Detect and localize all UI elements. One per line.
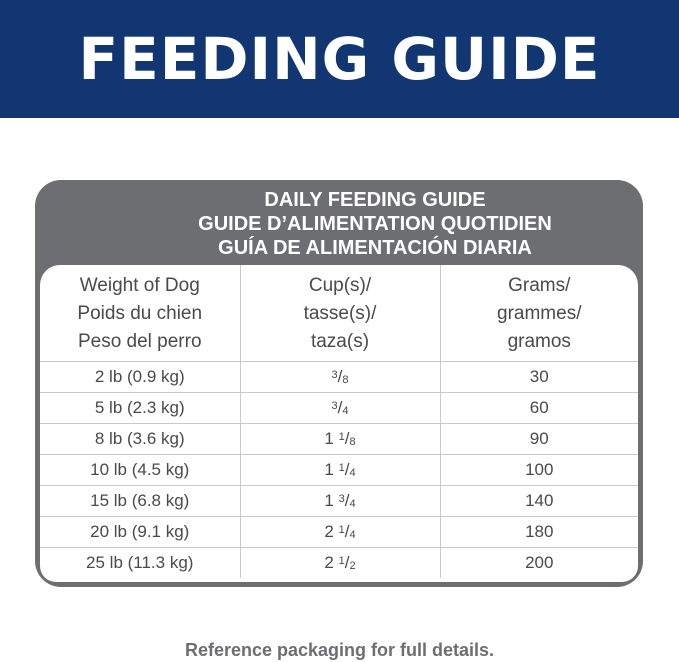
title-fr: GUIDE D’ALIMENTATION QUOTIDIEN (198, 213, 552, 235)
cups-cell: 2 1/2 (239, 546, 440, 578)
table-row: 25 lb (11.3 kg) 2 1/2 200 (40, 546, 638, 578)
cups-numerator: 3 (338, 492, 345, 505)
cups-whole: 1 (324, 428, 334, 448)
table-row: 20 lb (9.1 kg) 2 1/4 180 (40, 515, 638, 547)
page-title: FEEDING GUIDE (78, 25, 601, 93)
header-line: Poids du chien (77, 302, 203, 324)
header-line: Cup(s)/ (308, 274, 372, 296)
cups-cell: 1 1/4 (239, 453, 440, 485)
weight-cell: 20 lb (9.1 kg) (40, 515, 240, 547)
feeding-table: Weight of Dog Poids du chien Peso del perr… (40, 265, 638, 578)
weight-cell: 10 lb (4.5 kg) (40, 453, 240, 485)
cups-denominator: 4 (349, 528, 356, 541)
cups-numerator: 3 (331, 368, 338, 381)
table-container: Weight of Dog Poids du chien Peso del perr… (40, 265, 638, 582)
header-line: taza(s) (310, 330, 370, 352)
grams-cell: 90 (439, 422, 638, 454)
cups-whole: 2 (324, 552, 334, 572)
header-line: Grams/ (508, 274, 571, 296)
table-row: 8 lb (3.6 kg) 1 1/8 90 (40, 422, 638, 454)
title-es: GUÍA DE ALIMENTACIÓN DIARIA (218, 237, 532, 259)
grams-cell: 180 (439, 515, 638, 547)
cups-cell: 3/8 (239, 360, 440, 392)
column-header: Cup(s)/ tasse(s)/ taza(s) (239, 265, 440, 361)
title-en: DAILY FEEDING GUIDE (264, 189, 486, 211)
table-row: 5 lb (2.3 kg) 3/4 60 (40, 391, 638, 423)
feeding-guide-card: DAILY FEEDING GUIDE GUIDE D’ALIMENTATION… (35, 180, 643, 587)
grams-cell: 30 (439, 360, 638, 392)
cups-whole: 1 (324, 459, 334, 479)
cups-cell: 2 1/4 (239, 515, 440, 547)
weight-cell: 5 lb (2.3 kg) (40, 391, 240, 423)
grams-cell: 60 (439, 391, 638, 423)
cups-numerator: 3 (331, 399, 338, 412)
table-body: 2 lb (0.9 kg) 3/8 30 5 lb (2.3 kg) 3/4 60 8 lb… (40, 360, 638, 578)
cups-denominator: 8 (349, 435, 356, 448)
card-title: DAILY FEEDING GUIDE GUIDE D’ALIMENTATION… (107, 188, 643, 260)
cups-numerator: 1 (338, 430, 345, 443)
grams-cell: 200 (439, 546, 638, 578)
cups-cell: 1 3/4 (239, 484, 440, 516)
cups-numerator: 1 (338, 461, 345, 474)
footer-note: Reference packaging for full details. (184, 640, 495, 660)
header-line: Peso del perro (77, 330, 202, 352)
cups-whole: 1 (324, 490, 334, 510)
grams-cell: 140 (439, 484, 638, 516)
column-header: Grams/grammes/gramos (439, 265, 638, 361)
cups-denominator: 4 (349, 497, 356, 510)
table-row: 2 lb (0.9 kg) 3/8 30 (40, 360, 638, 392)
weight-cell: 8 lb (3.6 kg) (40, 422, 240, 454)
table-row: 15 lb (6.8 kg) 1 3/4 140 (40, 484, 638, 516)
cups-denominator: 8 (342, 373, 349, 386)
cups-cell: 1 1/8 (239, 422, 440, 454)
header-line: grammes/ (497, 302, 582, 324)
header-row: Weight of Dog Poids du chien Peso del perr… (40, 265, 638, 361)
weight-cell: 2 lb (0.9 kg) (40, 360, 240, 392)
column-header: Weight of Dog Poids du chien Peso del perr… (40, 265, 240, 361)
table-row: 10 lb (4.5 kg) 1 1/4 100 (40, 453, 638, 485)
cups-cell: 3/4 (239, 391, 440, 423)
cups-denominator: 4 (349, 466, 356, 479)
cups-numerator: 1 (338, 523, 345, 536)
title-banner: FEEDING GUIDE (0, 0, 679, 118)
weight-cell: 15 lb (6.8 kg) (40, 484, 240, 516)
cups-whole: 2 (324, 521, 334, 541)
header-line: Weight of Dog (79, 274, 200, 296)
header-line: gramos (507, 330, 571, 352)
grams-cell: 100 (439, 453, 638, 485)
header-line: tasse(s)/ (303, 302, 377, 324)
weight-cell: 25 lb (11.3 kg) (40, 546, 240, 578)
cups-numerator: 1 (338, 554, 345, 567)
cups-denominator: 2 (349, 559, 356, 572)
cups-denominator: 4 (342, 404, 349, 417)
